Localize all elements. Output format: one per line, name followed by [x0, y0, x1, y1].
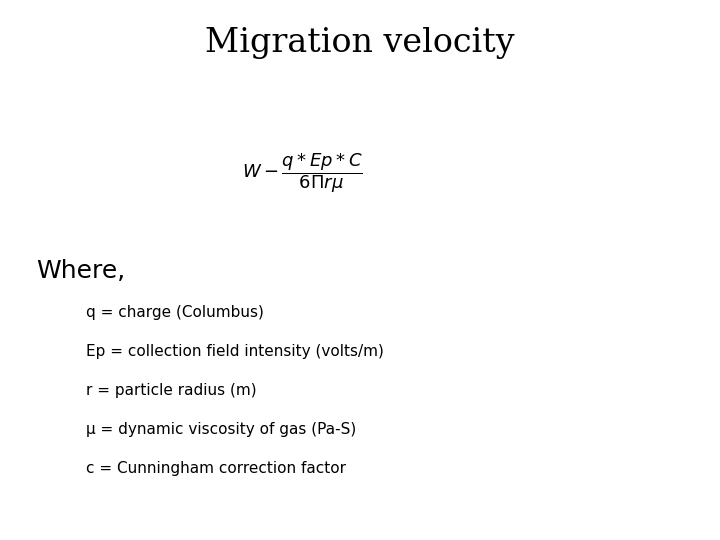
Text: c = Cunningham correction factor: c = Cunningham correction factor — [86, 461, 346, 476]
Text: Ep = collection field intensity (volts/m): Ep = collection field intensity (volts/m… — [86, 344, 384, 359]
Text: r = particle radius (m): r = particle radius (m) — [86, 383, 257, 398]
Text: Where,: Where, — [36, 259, 125, 283]
Text: $W - \dfrac{q * Ep * C}{6\Pi r\mu}$: $W - \dfrac{q * Ep * C}{6\Pi r\mu}$ — [242, 151, 363, 195]
Text: μ = dynamic viscosity of gas (Pa-S): μ = dynamic viscosity of gas (Pa-S) — [86, 422, 356, 437]
Text: q = charge (Columbus): q = charge (Columbus) — [86, 305, 264, 320]
Text: Migration velocity: Migration velocity — [205, 27, 515, 59]
